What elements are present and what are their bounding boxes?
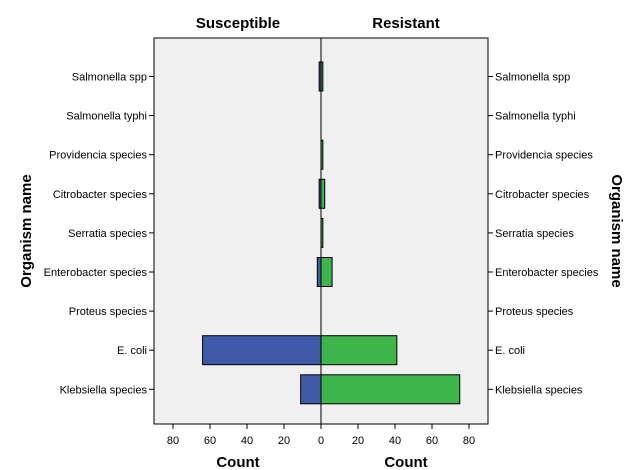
category-label-left-enterobacter-species: Enterobacter species <box>44 267 148 279</box>
category-label-left-citrobacter-species: Citrobacter species <box>53 189 148 201</box>
category-label-right-proteus-species: Proteus species <box>495 306 574 318</box>
category-label-left-e-coli: E. coli <box>117 345 147 357</box>
y-axis-title-right: Organism name <box>608 174 625 287</box>
category-label-right-enterobacter-species: Enterobacter species <box>495 267 599 279</box>
bar-resistant-citrobacter-species <box>320 178 326 209</box>
bar-resistant-salmonella-spp <box>320 61 324 92</box>
chart-marks: Salmonella spp Salmonella spp Salmonella t… <box>44 61 599 447</box>
bar-susceptible-enterobacter-species <box>316 257 322 287</box>
category-label-left-serratia-species: Serratia species <box>68 228 147 240</box>
x-axis-title-left: Count <box>216 454 259 470</box>
bar-resistant-klebsiella-species <box>320 374 461 405</box>
category-label-right-serratia-species: Serratia species <box>495 228 574 240</box>
x-tick-label-right-40: 40 <box>389 435 401 447</box>
x-tick-label-center-0: 0 <box>318 435 324 447</box>
category-label-left-klebsiella-species: Klebsiella species <box>60 384 148 396</box>
category-label-left-providencia-species: Providencia species <box>49 150 147 162</box>
category-label-right-e-coli: E. coli <box>495 345 525 357</box>
category-label-right-citrobacter-species: Citrobacter species <box>495 189 590 201</box>
category-label-left-proteus-species: Proteus species <box>69 306 148 318</box>
x-tick-label-left-20: 20 <box>278 435 290 447</box>
panel-title-right: Resistant <box>372 15 440 32</box>
category-label-right-providencia-species: Providencia species <box>495 150 593 162</box>
x-tick-label-left-80: 80 <box>167 435 179 447</box>
bar-resistant-providencia-species <box>320 139 324 170</box>
panel-title-left: Susceptible <box>196 15 280 32</box>
bar-susceptible-e-coli <box>202 335 322 366</box>
category-label-right-klebsiella-species: Klebsiella species <box>495 384 583 396</box>
bar-susceptible-klebsiella-species <box>300 374 322 405</box>
bar-resistant-e-coli <box>320 335 398 366</box>
bar-resistant-serratia-species <box>320 217 324 248</box>
category-label-left-salmonella-spp: Salmonella spp <box>72 72 147 84</box>
category-label-right-salmonella-spp: Salmonella spp <box>495 72 570 84</box>
bar-resistant-enterobacter-species <box>320 257 333 287</box>
x-tick-label-right-60: 60 <box>426 435 438 447</box>
category-label-left-salmonella-typhi: Salmonella typhi <box>66 111 147 123</box>
category-label-right-salmonella-typhi: Salmonella typhi <box>495 111 576 123</box>
x-axis-title-right: Count <box>384 454 427 470</box>
x-tick-label-left-60: 60 <box>204 435 216 447</box>
x-tick-label-right-80: 80 <box>463 435 475 447</box>
x-tick-label-left-40: 40 <box>241 435 253 447</box>
y-axis-title-left: Organism name <box>18 174 35 287</box>
x-tick-label-right-20: 20 <box>352 435 364 447</box>
